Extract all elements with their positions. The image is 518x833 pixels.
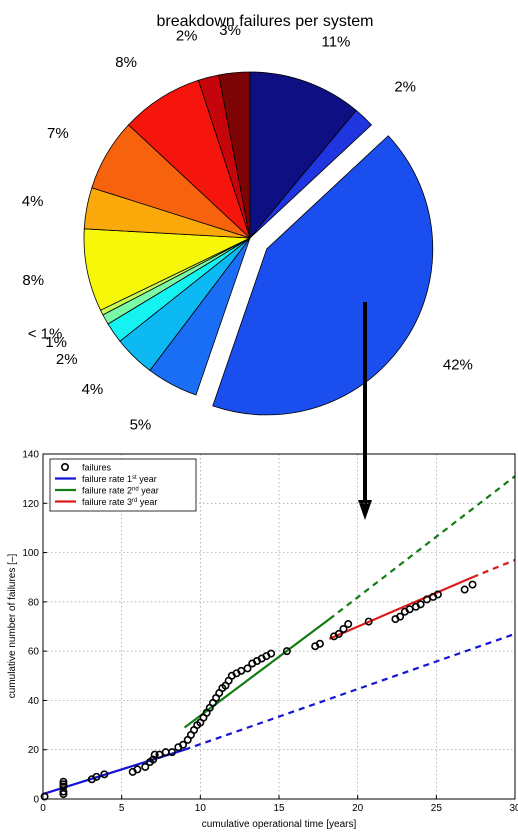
pie-slices bbox=[83, 71, 434, 416]
pie-slice bbox=[249, 71, 357, 240]
y-tick-label: 80 bbox=[28, 597, 40, 608]
legend-label: failure rate 1st year bbox=[82, 474, 157, 484]
failure-point bbox=[282, 647, 291, 656]
plot-series bbox=[40, 475, 516, 801]
x-tick-label: 10 bbox=[195, 803, 207, 814]
pie-slice bbox=[212, 135, 434, 416]
pie-label: 42% bbox=[443, 356, 473, 373]
failure-point bbox=[92, 772, 101, 781]
y-tick-label: 100 bbox=[22, 548, 39, 559]
legend-label: failures bbox=[82, 462, 112, 472]
legend-label: failure rate 3rd year bbox=[82, 497, 157, 507]
pie-label: 1% bbox=[45, 334, 67, 351]
pie-label: 4% bbox=[22, 193, 44, 210]
x-tick-label: 15 bbox=[273, 803, 285, 814]
y-axis-label: cumulative number of failures [–] bbox=[7, 554, 18, 699]
failure-point bbox=[59, 782, 68, 791]
x-tick-label: 20 bbox=[352, 803, 364, 814]
x-tick-label: 0 bbox=[40, 803, 46, 814]
fit-line-dashed bbox=[328, 475, 516, 620]
failure-point bbox=[267, 649, 276, 658]
pie-label: < 1% bbox=[28, 325, 63, 342]
failure-point bbox=[141, 762, 150, 771]
pie-label: 2% bbox=[176, 28, 198, 45]
failure-point bbox=[150, 750, 159, 759]
pie-slice bbox=[218, 71, 251, 239]
x-axis-label: cumulative operational time [years] bbox=[202, 819, 357, 830]
pie-label: 2% bbox=[394, 78, 416, 95]
y-tick-label: 120 bbox=[22, 499, 39, 510]
pie-label: 5% bbox=[130, 416, 152, 433]
pie-label: 8% bbox=[115, 54, 137, 71]
pie-label: 4% bbox=[82, 381, 104, 398]
plot-grid bbox=[43, 454, 515, 799]
failure-point bbox=[344, 620, 353, 629]
x-tick-label: 25 bbox=[431, 803, 443, 814]
failure-point bbox=[161, 748, 170, 757]
pie-label: 8% bbox=[22, 272, 44, 289]
failure-point bbox=[468, 580, 477, 589]
y-tick-label: 60 bbox=[28, 647, 40, 658]
y-tick-label: 20 bbox=[28, 745, 40, 756]
failure-point bbox=[433, 590, 442, 599]
pie-label: 7% bbox=[47, 125, 69, 142]
x-tick-label: 30 bbox=[509, 803, 518, 814]
failure-point bbox=[168, 748, 177, 757]
connector-arrow bbox=[358, 302, 372, 520]
fit-line-solid bbox=[183, 618, 331, 729]
failure-point bbox=[133, 765, 142, 774]
failure-point bbox=[364, 617, 373, 626]
failure-point bbox=[315, 639, 324, 648]
fit-line-dashed bbox=[184, 632, 516, 751]
legend-label: failure rate 2nd year bbox=[82, 485, 159, 495]
failure-point bbox=[40, 792, 49, 801]
failure-point bbox=[59, 790, 68, 799]
x-tick-label: 5 bbox=[119, 803, 125, 814]
fit-line-solid bbox=[328, 576, 473, 640]
y-tick-label: 140 bbox=[22, 450, 39, 461]
failure-point bbox=[100, 770, 109, 779]
legend-marker bbox=[60, 462, 69, 471]
failure-point bbox=[179, 740, 188, 749]
failure-point bbox=[149, 755, 158, 764]
pie-label: 11% bbox=[321, 34, 350, 51]
y-tick-label: 40 bbox=[28, 696, 40, 707]
line-chart: 0 5 10 15 20 25 30 0 20 40 60 80 100 120 140 cumulativ… bbox=[7, 450, 518, 831]
failure-point bbox=[334, 629, 343, 638]
pie-chart: breakdown failures per system 11% 2% 42% 5%… bbox=[22, 13, 473, 433]
pie-slice bbox=[249, 109, 373, 239]
failure-point bbox=[416, 600, 425, 609]
plot-ticks: 0 5 10 15 20 25 30 0 20 40 60 80 100 120 140 bbox=[22, 450, 518, 815]
fit-line-dashed bbox=[472, 558, 516, 579]
failure-point bbox=[339, 624, 348, 633]
pie-label: 3% bbox=[219, 22, 241, 39]
pie-label: 2% bbox=[56, 351, 78, 368]
failure-point bbox=[59, 777, 68, 786]
failure-point bbox=[396, 612, 405, 621]
pie-labels: 11%2%42%5%4%2%1%< 1%8%4%7%8%2% 3% bbox=[22, 22, 473, 433]
failure-point bbox=[59, 787, 68, 796]
failure-point bbox=[59, 780, 68, 789]
y-tick-label: 0 bbox=[33, 795, 39, 806]
pie-title: breakdown failures per system bbox=[157, 13, 374, 30]
failure-point bbox=[460, 585, 469, 594]
failure-point bbox=[243, 664, 252, 673]
